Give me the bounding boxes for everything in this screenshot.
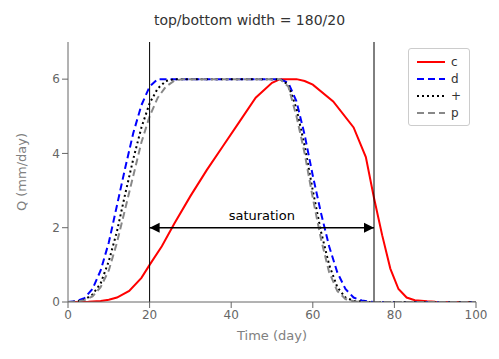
html-text:p: p bbox=[450, 105, 459, 120]
svg-text:60: 60 bbox=[305, 308, 320, 322]
svg-text:0: 0 bbox=[64, 308, 72, 322]
html-text:d: d bbox=[450, 71, 459, 86]
svg-text:80: 80 bbox=[387, 308, 402, 322]
html-text:c: c bbox=[450, 54, 458, 69]
svg-text:2: 2 bbox=[52, 221, 60, 235]
svg-text:6: 6 bbox=[52, 72, 60, 86]
svg-text:Time (day): Time (day) bbox=[236, 328, 307, 343]
svg-text:Q (mm/day): Q (mm/day) bbox=[14, 133, 29, 211]
svg-text:0: 0 bbox=[52, 295, 60, 309]
svg-text:4: 4 bbox=[52, 147, 60, 161]
svg-text:saturation: saturation bbox=[229, 208, 295, 223]
svg-text:40: 40 bbox=[224, 308, 239, 322]
html-text:top/bottom width = 180/20: top/bottom width = 180/20 bbox=[153, 12, 346, 28]
svg-text:100: 100 bbox=[465, 308, 488, 322]
svg-text:20: 20 bbox=[142, 308, 157, 322]
